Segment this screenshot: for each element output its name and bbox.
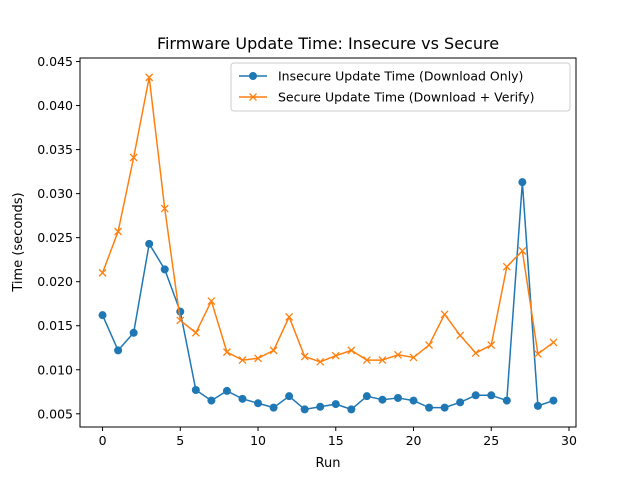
- data-point: [191, 386, 200, 395]
- data-point: [98, 311, 107, 320]
- data-point: [269, 403, 278, 412]
- chart-title: Firmware Update Time: Insecure vs Secure: [157, 34, 499, 53]
- data-point: [316, 402, 325, 411]
- legend-entry: Insecure Update Time (Download Only): [239, 69, 523, 84]
- y-tick-label: 0.005: [37, 406, 73, 421]
- data-point: [238, 394, 247, 403]
- data-point: [238, 356, 247, 365]
- data-point: [254, 354, 262, 363]
- data-point: [518, 178, 527, 187]
- y-tick-label: 0.040: [37, 98, 73, 113]
- data-point: [518, 246, 527, 255]
- data-point: [533, 349, 542, 358]
- data-point: [114, 346, 123, 355]
- data-point: [207, 297, 216, 306]
- x-axis-label: Run: [316, 456, 341, 471]
- legend-label: Secure Update Time (Download + Verify): [278, 90, 535, 105]
- y-tick-label: 0.025: [37, 230, 73, 245]
- data-point: [394, 350, 402, 359]
- data-point: [222, 348, 231, 357]
- data-point: [160, 265, 169, 274]
- data-point: [471, 391, 480, 400]
- data-point: [487, 341, 496, 350]
- data-point: [114, 227, 123, 236]
- data-point: [440, 310, 449, 319]
- data-point: [378, 395, 387, 404]
- x-axis: 0 5 10 15 20 25 30: [99, 427, 577, 448]
- data-point: [300, 352, 309, 361]
- plot-frame: [79, 57, 577, 428]
- legend-items: Insecure Update Time (Download Only) Secu…: [239, 69, 535, 105]
- legend-marker: [249, 72, 257, 80]
- legend-label: Insecure Update Time (Download Only): [278, 69, 523, 84]
- data-point: [347, 346, 356, 355]
- data-point: [129, 328, 138, 337]
- data-point: [362, 392, 371, 401]
- data-point: [440, 403, 449, 412]
- data-point: [285, 392, 294, 401]
- data-point: [207, 396, 216, 405]
- y-tick-label: 0.035: [37, 142, 73, 157]
- data-point: [471, 349, 480, 357]
- data-point: [331, 400, 340, 409]
- data-point: [285, 312, 294, 321]
- data-point: [549, 396, 558, 405]
- data-point: [533, 401, 542, 410]
- y-tick-label: 0.015: [37, 318, 73, 333]
- data-point: [222, 386, 231, 395]
- data-point: [409, 353, 418, 362]
- data-point: [456, 398, 465, 407]
- data-point: [425, 341, 434, 350]
- series-2: [98, 73, 558, 366]
- data-point: [347, 405, 356, 414]
- data-point: [549, 338, 558, 347]
- x-tick-label: 25: [483, 433, 499, 448]
- data-point: [129, 153, 138, 162]
- series-layer: [98, 73, 558, 414]
- data-point: [362, 356, 371, 365]
- x-tick-label: 5: [176, 433, 184, 448]
- legend-entry: Secure Update Time (Download + Verify): [239, 90, 535, 105]
- data-point: [425, 403, 434, 412]
- data-point: [456, 331, 465, 340]
- data-point: [502, 396, 511, 405]
- series-1: [98, 178, 558, 414]
- data-point: [269, 346, 278, 355]
- x-tick-label: 10: [250, 433, 266, 448]
- y-tick-label: 0.045: [37, 54, 73, 69]
- data-point: [191, 328, 200, 337]
- data-point: [487, 391, 496, 400]
- x-tick-label: 0: [99, 433, 107, 448]
- legend-marker: [249, 93, 257, 101]
- data-point: [331, 351, 340, 360]
- y-axis: 0.005 0.010 0.015 0.020 0.025 0.030 0.035 0.040…: [37, 54, 80, 421]
- data-point: [254, 399, 263, 408]
- y-tick-label: 0.010: [37, 362, 73, 377]
- data-point: [176, 316, 185, 325]
- x-tick-label: 30: [561, 433, 577, 448]
- legend: Insecure Update Time (Download Only) Secu…: [230, 62, 571, 112]
- y-tick-label: 0.020: [37, 274, 73, 289]
- data-point: [176, 307, 185, 316]
- data-point: [393, 393, 402, 402]
- plot-background: [80, 58, 576, 427]
- y-tick-label: 0.030: [37, 186, 73, 201]
- data-point: [409, 396, 418, 405]
- data-point: [145, 239, 154, 248]
- data-point: [160, 204, 169, 213]
- x-tick-label: 20: [406, 433, 422, 448]
- y-axis-label: Time (seconds): [11, 192, 26, 292]
- data-point: [300, 405, 309, 414]
- data-point: [378, 356, 387, 365]
- x-tick-label: 15: [328, 433, 344, 448]
- series-line: [101, 76, 554, 363]
- legend-box: [230, 62, 571, 112]
- data-point: [145, 73, 154, 82]
- data-point: [98, 268, 107, 277]
- data-point: [316, 357, 325, 366]
- data-point: [502, 262, 511, 271]
